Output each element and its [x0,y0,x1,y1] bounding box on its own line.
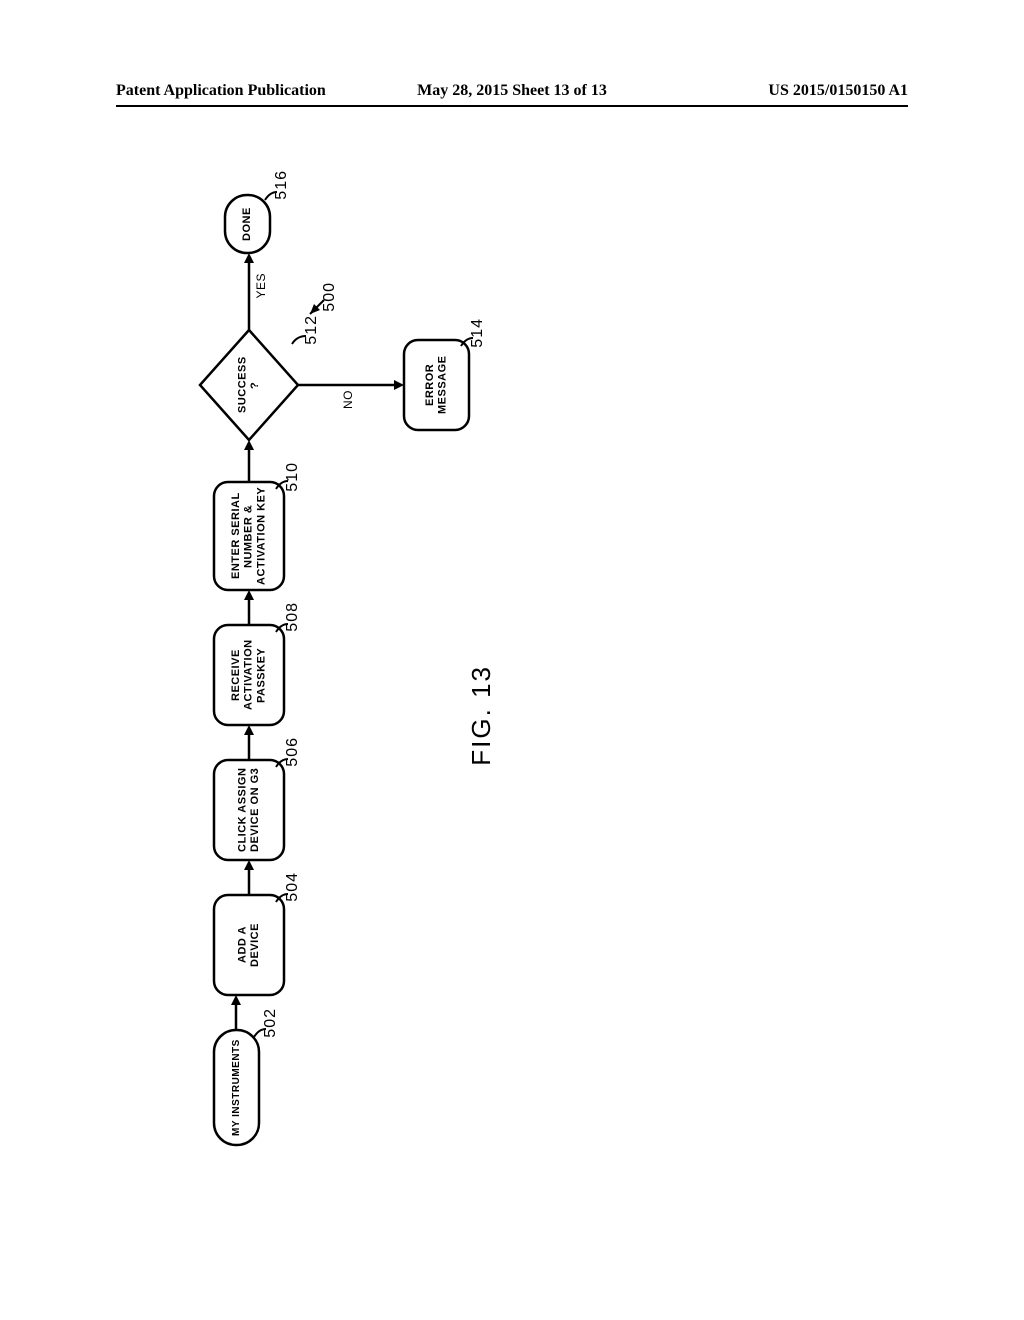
flowchart-figure: MY INSTRUMENTS ADD ADEVICE CLICK ASSIGND… [116,140,908,1240]
node-text: ERRORMESSAGE [404,340,469,430]
process-enter-serial: ENTER SERIALNUMBER &ACTIVATION KEY [214,482,284,590]
edge-label-no: NO [341,390,355,409]
header-rule [116,105,908,107]
ref-510: 510 [284,462,302,492]
ref-506: 506 [284,737,302,767]
node-text: RECEIVEACTIVATIONPASSKEY [214,625,284,725]
process-receive-activation: RECEIVEACTIVATIONPASSKEY [214,625,284,725]
node-text: CLICK ASSIGNDEVICE ON G3 [214,760,284,860]
node-text: MY INSTRUMENTS [214,1030,259,1145]
terminator-my-instruments: MY INSTRUMENTS [214,1030,259,1145]
figure-label: FIG. 13 [466,665,497,766]
decision-success: SUCCESS? [200,330,298,440]
ref-502: 502 [262,1008,280,1038]
process-add-device: ADD ADEVICE [214,895,284,995]
ref-514: 514 [469,318,487,348]
terminator-done: DONE [225,195,270,253]
header-right: US 2015/0150150 A1 [768,82,908,100]
node-text: ADD ADEVICE [214,895,284,995]
ref-512: 512 [303,315,321,345]
process-error: ERRORMESSAGE [404,340,469,430]
ref-508: 508 [284,602,302,632]
edge-label-yes: YES [254,273,268,299]
ref-504: 504 [284,872,302,902]
node-text: SUCCESS? [200,330,298,440]
ref-516: 516 [273,170,291,200]
header-center: May 28, 2015 Sheet 13 of 13 [417,82,607,100]
node-text: ENTER SERIALNUMBER &ACTIVATION KEY [214,482,284,590]
node-text: DONE [225,195,270,253]
process-click-assign: CLICK ASSIGNDEVICE ON G3 [214,760,284,860]
header-left: Patent Application Publication [116,82,326,100]
ref-500: 500 [321,282,339,312]
